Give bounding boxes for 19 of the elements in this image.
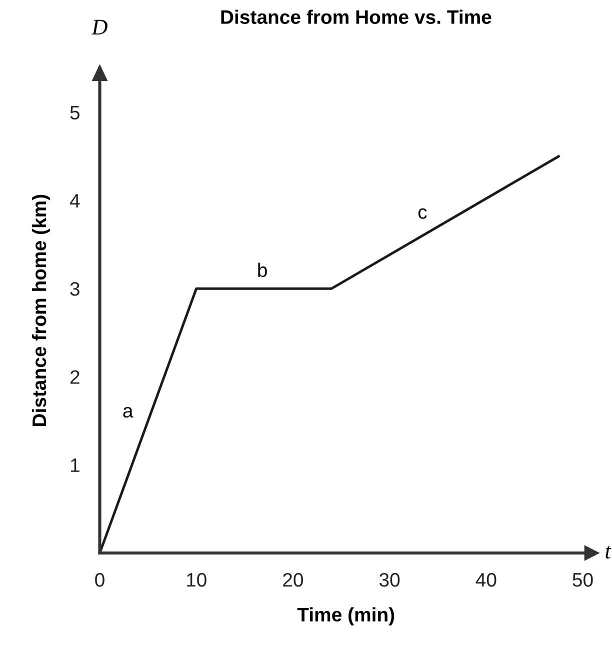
y-tick-label: 3: [70, 282, 80, 296]
x-tick-label: 10: [187, 572, 206, 587]
y-tick-label: 4: [70, 194, 80, 208]
chart-title: Distance from Home vs. Time: [221, 10, 492, 24]
y-tick-label: 2: [70, 370, 80, 384]
y-axis-title: Distance from home (km): [32, 194, 50, 426]
x-tick-label: 30: [379, 572, 400, 587]
annotation: a: [123, 406, 134, 418]
y-tick-label: 1: [70, 458, 80, 472]
text: D: [91, 20, 108, 34]
x-tick-label: 20: [283, 572, 304, 587]
x-axis-title: Time (min): [297, 607, 394, 626]
text: t: [606, 546, 612, 559]
y-tick-label: 5: [70, 106, 80, 120]
annotation: c: [418, 208, 427, 219]
x-tick-label: 50: [572, 572, 593, 587]
annotation: b: [258, 262, 267, 278]
x-tick-label: 40: [476, 572, 496, 587]
x-tick-label: 0: [95, 572, 104, 587]
